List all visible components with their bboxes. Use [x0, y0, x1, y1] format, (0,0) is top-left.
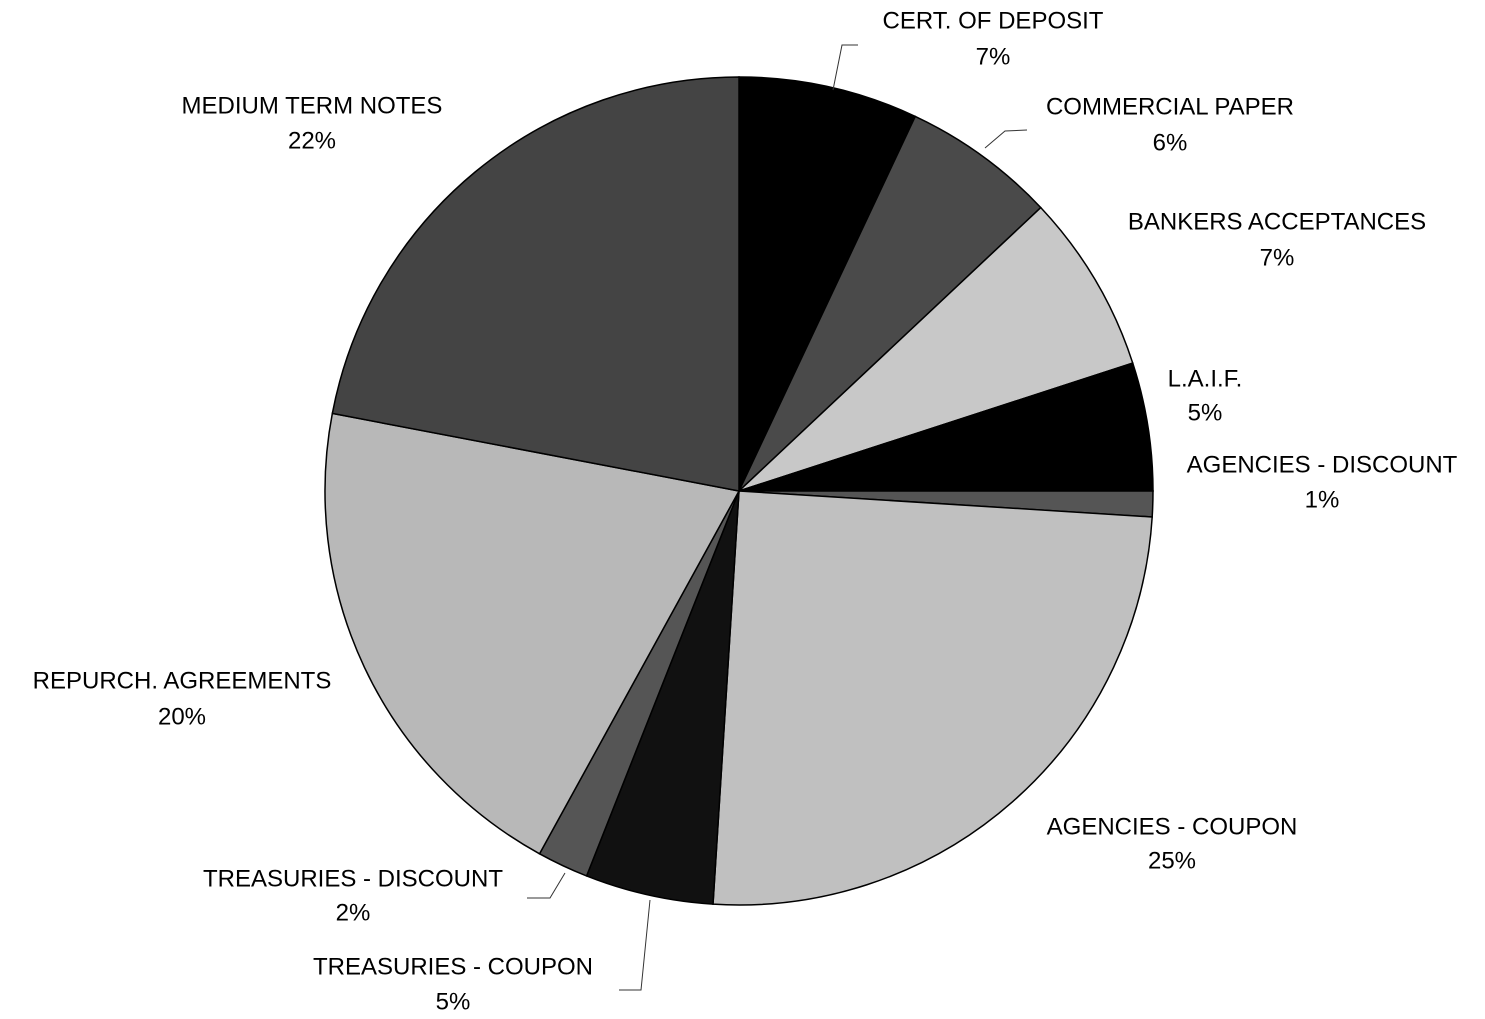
pie-slice: [331, 76, 740, 492]
slice-labels: AGENCIES - COUPON 25%: [1047, 813, 1298, 874]
pie-slice: [324, 412, 741, 855]
slice-labels: REPURCH. AGREEMENTS 20%: [33, 667, 332, 730]
slice-value-label: 5%: [1188, 399, 1223, 426]
slice-labels: TREASURIES - COUPON 5%: [313, 953, 593, 1015]
pie-slice: [712, 490, 1153, 906]
slice-label: BANKERS ACCEPTANCES: [1128, 208, 1426, 235]
slice-value-label: 6%: [1153, 129, 1188, 156]
slice-labels: CERT. OF DEPOSIT 7%: [883, 7, 1104, 70]
slice-value-label: 2%: [336, 899, 371, 926]
slice-label: REPURCH. AGREEMENTS: [33, 667, 332, 694]
pie-slice: [738, 76, 917, 492]
pie: [324, 76, 1154, 906]
slice-value-label: 7%: [1260, 244, 1295, 271]
leader-line: [984, 129, 1028, 149]
slice-value-label: 20%: [158, 703, 206, 730]
slice-labels: AGENCIES - DISCOUNT 1%: [1187, 451, 1458, 513]
slice-label: AGENCIES - COUPON: [1047, 813, 1298, 840]
pie-slice: [738, 206, 1134, 492]
slice-value-label: 5%: [436, 988, 471, 1015]
slice-label: TREASURIES - DISCOUNT: [203, 865, 503, 892]
leader-line: [527, 872, 566, 899]
leader-lines: [527, 44, 1028, 991]
pie-slice: [738, 115, 1042, 492]
slice-labels: TREASURIES - DISCOUNT 2%: [203, 865, 503, 926]
slice-label: MEDIUM TERM NOTES: [182, 92, 443, 119]
slice-labels: L.A.I.F. 5%: [1168, 365, 1243, 426]
slice-labels: MEDIUM TERM NOTES 22%: [182, 92, 443, 154]
slice-value-label: 22%: [288, 127, 336, 154]
slice-label: L.A.I.F.: [1168, 365, 1243, 392]
slice-value-label: 1%: [1305, 486, 1340, 513]
slice-labels: BANKERS ACCEPTANCES 7%: [1128, 208, 1426, 271]
slice-labels: COMMERCIAL PAPER 6%: [1046, 93, 1294, 156]
slice-label: CERT. OF DEPOSIT: [883, 7, 1104, 34]
slice-value-label: 7%: [976, 43, 1011, 70]
slice-label: AGENCIES - DISCOUNT: [1187, 451, 1458, 478]
slice-label: COMMERCIAL PAPER: [1046, 93, 1294, 120]
leader-line: [832, 44, 858, 91]
slice-value-label: 25%: [1148, 847, 1196, 874]
slice-label: TREASURIES - COUPON: [313, 953, 593, 980]
leader-line: [619, 899, 651, 991]
